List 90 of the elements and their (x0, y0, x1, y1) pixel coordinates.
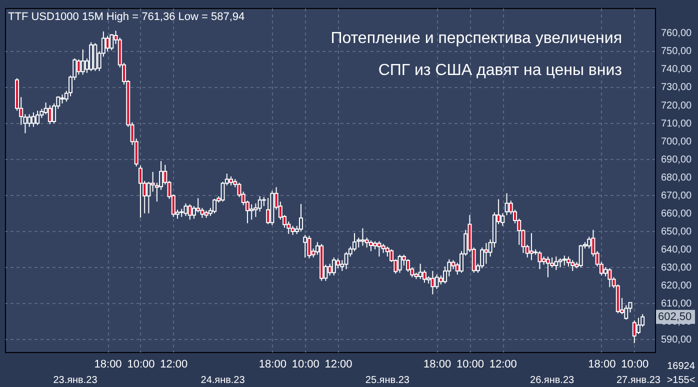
candlestick (80, 48, 85, 76)
text: >155< (666, 375, 696, 386)
candlestick (566, 256, 571, 267)
y-tick-label: 750,00 (661, 46, 692, 58)
candlestick (290, 225, 295, 236)
candlestick (188, 204, 192, 220)
x-tick-label: 12:00 (324, 358, 352, 370)
candlestick (484, 242, 488, 264)
candlestick (538, 250, 542, 270)
candlestick (562, 255, 566, 266)
y-tick-label: 610,00 (661, 298, 692, 310)
y-tick-label: 650,00 (661, 226, 692, 238)
candlestick (298, 203, 303, 232)
candlestick (258, 196, 262, 212)
candlestick (303, 234, 308, 258)
y-tick-label: 590,00 (661, 334, 692, 346)
text: Потепление и перспектива увеличения СПГ из США давят на цены вниз (330, 30, 622, 79)
x-tick-label: 18:00 (258, 358, 286, 370)
candlestick (110, 34, 114, 51)
candlestick (48, 104, 52, 125)
candlestick (336, 258, 340, 269)
x-tick-label: 18:00 (588, 358, 616, 370)
candlestick (146, 181, 151, 214)
candlestick (529, 232, 534, 261)
candlestick (364, 237, 369, 248)
y-tick-label: 740,00 (661, 64, 692, 76)
x-tick-label: 12:00 (489, 358, 517, 370)
candlestick (31, 112, 36, 128)
y-tick-label: 710,00 (661, 118, 692, 130)
candlestick (93, 42, 98, 72)
text: 23.янв.23 (53, 375, 98, 386)
candlestick (368, 240, 373, 252)
chart-title: TTF USD1000 15M High = 761,36 Low = 587,94 (8, 11, 245, 23)
x-tick-label: 18:00 (424, 358, 452, 370)
x-tick-label: 18:00 (94, 358, 122, 370)
y-tick-label: 700,00 (661, 136, 692, 148)
y-tick-label: 680,00 (661, 172, 692, 184)
candlestick (570, 260, 575, 272)
candlestick (398, 254, 402, 274)
candlestick (332, 256, 336, 276)
candlestick (558, 258, 562, 268)
candlestick (356, 237, 361, 248)
candlestick (184, 202, 188, 217)
candlestick (377, 240, 382, 258)
candlestick (504, 192, 509, 216)
candlestick (138, 165, 142, 218)
y-tick-label: 720,00 (661, 100, 692, 112)
candlestick (250, 204, 254, 220)
candlestick (307, 235, 312, 259)
candlestick (480, 247, 484, 269)
ref-line-label: 602,50 (658, 310, 692, 323)
candlestick (438, 274, 443, 285)
candlestick (36, 110, 40, 126)
candlestick (60, 94, 64, 104)
x-tick-label: 12:00 (160, 358, 188, 370)
text: 24.янв.23 (200, 375, 246, 386)
candlestick (27, 114, 32, 128)
candlestick (554, 256, 558, 271)
candlestick (212, 198, 217, 214)
y-tick-label: 640,00 (661, 244, 692, 256)
y-tick-label: 630,00 (661, 262, 692, 274)
y-tick-label: 620,00 (661, 280, 692, 292)
candlestick (106, 35, 110, 52)
x-tick-label: 10:00 (127, 358, 155, 370)
candlestick (636, 317, 640, 334)
candlestick (430, 270, 435, 295)
text: 25.янв.23 (365, 375, 410, 386)
candlestick (254, 202, 258, 218)
candlestick (578, 244, 583, 268)
candlestick (381, 243, 386, 254)
candlestick (608, 268, 612, 288)
candlestick (418, 263, 422, 280)
text: 27.янв.23 (616, 375, 661, 386)
x-tick-label: 10:00 (456, 358, 484, 370)
y-tick-label: 760,00 (661, 28, 692, 40)
text: 16924 (667, 361, 696, 372)
candlestick (229, 176, 234, 186)
y-tick-label: 690,00 (661, 154, 692, 166)
y-tick-label: 670,00 (661, 190, 692, 202)
y-tick-label: 730,00 (661, 82, 692, 94)
x-tick-label: 10:00 (292, 358, 320, 370)
candlestick (632, 320, 636, 344)
candlestick (328, 263, 332, 276)
text: 26.янв.23 (530, 375, 575, 386)
candlestick (76, 58, 81, 76)
candlestick (546, 256, 550, 278)
candlestick (434, 274, 439, 290)
y-tick-label: 660,00 (661, 208, 692, 220)
x-tick-label: 10:00 (621, 358, 649, 370)
candlestick (360, 228, 365, 246)
